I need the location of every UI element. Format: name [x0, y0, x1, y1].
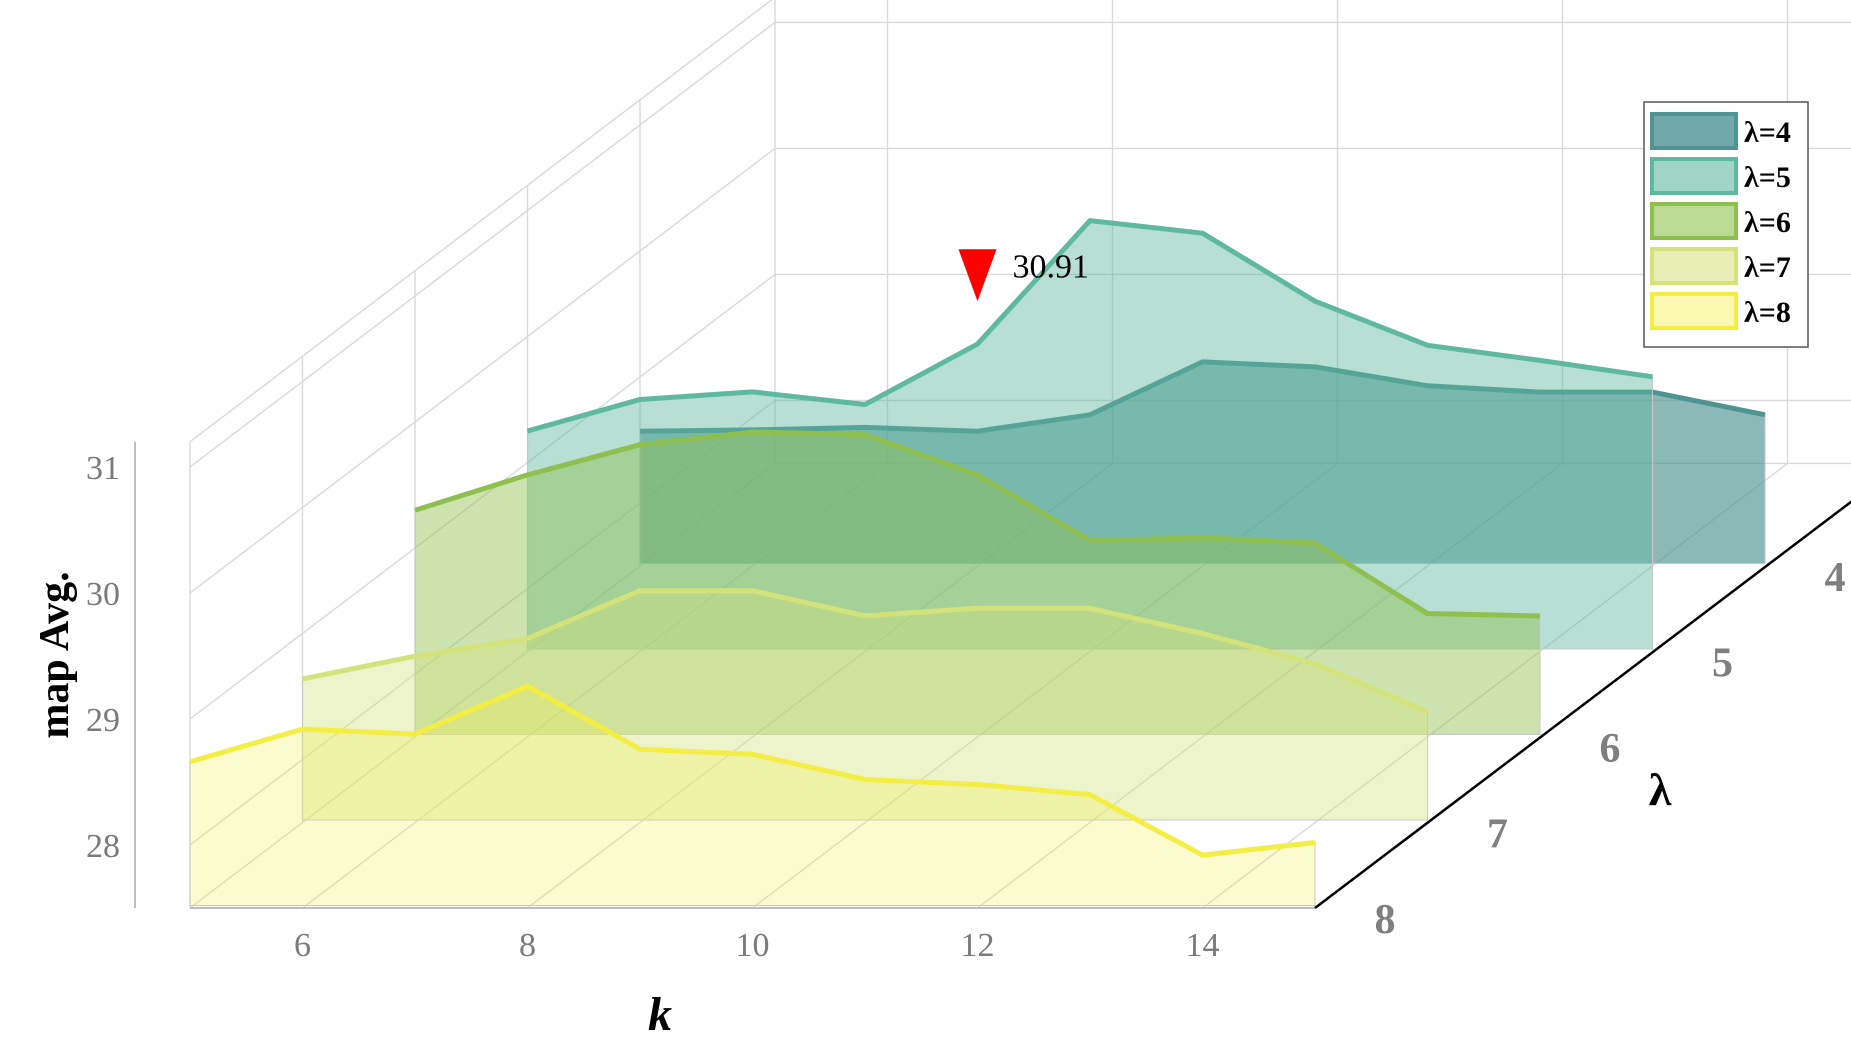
legend-swatch — [1650, 112, 1738, 150]
x-tick-label: 10 — [736, 927, 770, 964]
legend-entry: λ=6 — [1650, 202, 1791, 240]
labels-layer: 6 8 10 12 14 28 29 30 31 4 5 6 7 8 — [86, 450, 1846, 964]
side-wall-grid-line — [189, 273, 776, 720]
legend-swatch — [1650, 292, 1738, 330]
y-tick-label: 30 — [86, 576, 120, 613]
legend: λ=4 λ=5 λ=6 λ=7 λ=8 — [1643, 101, 1809, 348]
z-tick-label: 6 — [1600, 726, 1621, 772]
series-6 — [414, 429, 1541, 735]
series-4 — [639, 359, 1766, 564]
y-tick-label: 29 — [86, 702, 120, 739]
legend-label: λ=5 — [1744, 161, 1791, 194]
series-layer — [189, 218, 1766, 906]
z-tick-label: 8 — [1375, 897, 1396, 943]
annotation: 30.91 — [958, 248, 1090, 302]
x-tick-label: 6 — [294, 927, 311, 964]
z-tick-label: 5 — [1712, 641, 1733, 687]
legend-label: λ=6 — [1744, 206, 1791, 239]
x-tick-label: 12 — [961, 927, 995, 964]
series-5 — [526, 218, 1653, 650]
side-wall-grid-line — [189, 21, 776, 468]
y-axis-title: map Avg. — [32, 571, 78, 738]
legend-swatch — [1650, 247, 1738, 285]
peak-value-label: 30.91 — [1013, 248, 1090, 285]
z-axis-line — [1314, 500, 1851, 909]
z-axis-title: λ — [1649, 764, 1672, 815]
x-axis-title: k — [648, 988, 672, 1041]
axes-layer — [134, 441, 1851, 909]
legend-swatch — [1650, 202, 1738, 240]
z-tick-label: 4 — [1825, 555, 1846, 601]
x-tick-label: 14 — [1186, 927, 1220, 964]
series-8 — [189, 683, 1316, 906]
series-7 — [302, 588, 1429, 821]
legend-swatch — [1650, 157, 1738, 195]
z-tick-label: 7 — [1487, 812, 1508, 858]
side-wall-grid-line — [189, 147, 776, 594]
side-wall-grid-line — [189, 0, 773, 443]
legend-label: λ=4 — [1744, 116, 1791, 149]
legend-entry: λ=7 — [1650, 247, 1791, 285]
peak-marker-icon — [958, 249, 997, 302]
x-tick-label: 8 — [519, 927, 536, 964]
y-tick-label: 28 — [86, 828, 120, 865]
legend-label: λ=8 — [1744, 296, 1791, 329]
legend-entry: λ=4 — [1650, 112, 1791, 150]
y-tick-label: 31 — [86, 450, 120, 487]
legend-entry: λ=5 — [1650, 157, 1791, 195]
legend-entry: λ=8 — [1650, 292, 1791, 330]
legend-label: λ=7 — [1744, 251, 1791, 284]
